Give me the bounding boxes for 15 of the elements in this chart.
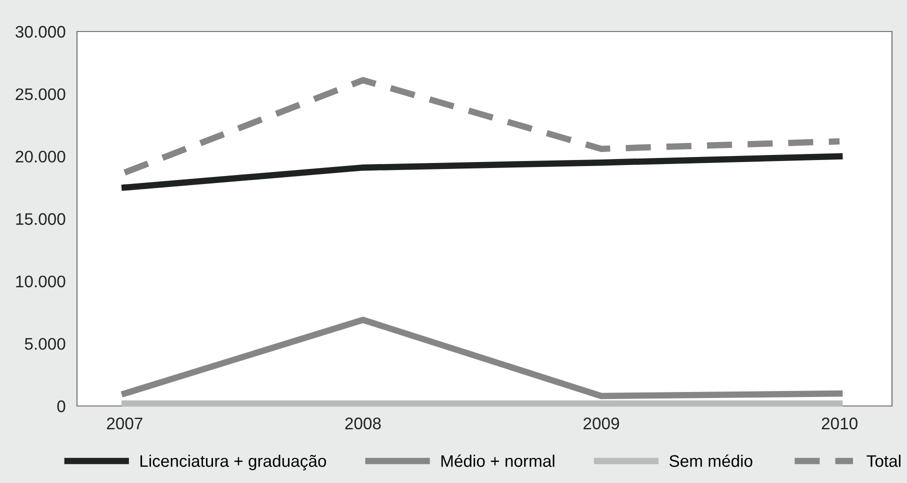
x-tick-label: 2009 [584,418,620,430]
y-tick-label: 0 [57,400,66,412]
y-tick-label: 25.000 [16,88,66,100]
y-tick-label: 30.000 [16,26,66,38]
x-tick-label: 2007 [106,418,142,430]
y-tick-label: 10.000 [16,276,66,288]
legend-label: Total [866,454,900,467]
y-tick-label: 20.000 [16,150,66,163]
legend-label: Médio + normal [441,454,554,467]
x-tick-label: 2008 [345,418,381,430]
y-tick-label: 5.000 [24,338,66,350]
y-tick-label: 15.000 [16,213,66,225]
legend-label: Sem médio [669,454,752,467]
x-tick-label: 2010 [822,418,858,430]
legend-label: Licenciatura + graduação [140,454,326,470]
